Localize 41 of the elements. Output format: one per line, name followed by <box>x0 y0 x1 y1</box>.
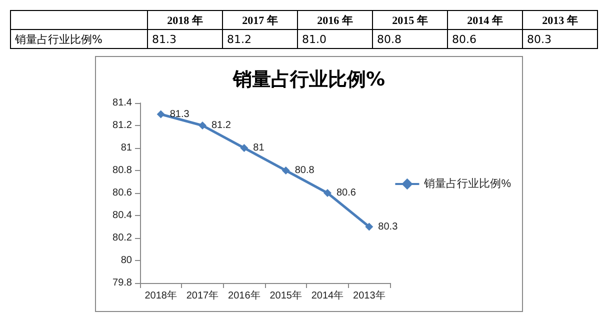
legend-label: 销量占行业比例% <box>423 177 512 190</box>
data-label: 80.6 <box>336 188 356 198</box>
point <box>198 122 206 130</box>
x-tick-label: 2018 年 <box>148 10 222 30</box>
x-tick-label: 2016年 <box>228 290 260 302</box>
y-tick-label: 79.8 <box>112 278 132 288</box>
point <box>156 110 165 118</box>
point <box>282 166 290 174</box>
data-label: 81 <box>253 142 265 154</box>
data-label: 80.3 <box>522 30 598 48</box>
data-label: 80.8 <box>294 165 315 176</box>
x-tick-label: 2018年 <box>144 290 177 302</box>
x-tick-label: 2013 年 <box>522 10 598 30</box>
y-tick-label: 81.4 <box>112 98 132 108</box>
y-tick-label: 80.8 <box>112 165 132 176</box>
data-label: 81.0 <box>298 30 372 48</box>
chart-title: 销量占行业比例% <box>232 68 386 90</box>
x-tick-label: 2017 年 <box>222 10 298 30</box>
y-tick-label: 81.2 <box>112 120 132 131</box>
x-tick-label: 2014 年 <box>448 10 522 30</box>
y-tick-label: 80 <box>120 255 132 266</box>
y-tick-label: 81 <box>120 142 132 154</box>
x-tick-label: 2015 年 <box>372 10 448 30</box>
data-label: 81.2 <box>212 120 232 131</box>
x-tick-label: 2017年 <box>186 290 219 302</box>
x-tick-label: 2014年 <box>311 290 344 302</box>
y-tick-label: 80.2 <box>112 232 132 244</box>
data-label: 81.3 <box>170 108 190 120</box>
data-label: 80.3 <box>378 221 398 232</box>
data-label: 80.8 <box>372 30 448 48</box>
point <box>365 222 374 231</box>
x-tick-label: 2015年 <box>270 290 302 302</box>
y-tick-label: 80.6 <box>112 188 132 198</box>
y-tick-label: 80.4 <box>112 210 132 221</box>
data-label: 80.6 <box>448 30 522 48</box>
data-label: 81.2 <box>222 30 298 48</box>
point <box>324 189 332 197</box>
data-label: 81.3 <box>148 30 222 48</box>
point <box>240 144 248 152</box>
x-tick-label: 2013年 <box>353 290 386 302</box>
x-tick-label: 2016 年 <box>298 10 372 30</box>
